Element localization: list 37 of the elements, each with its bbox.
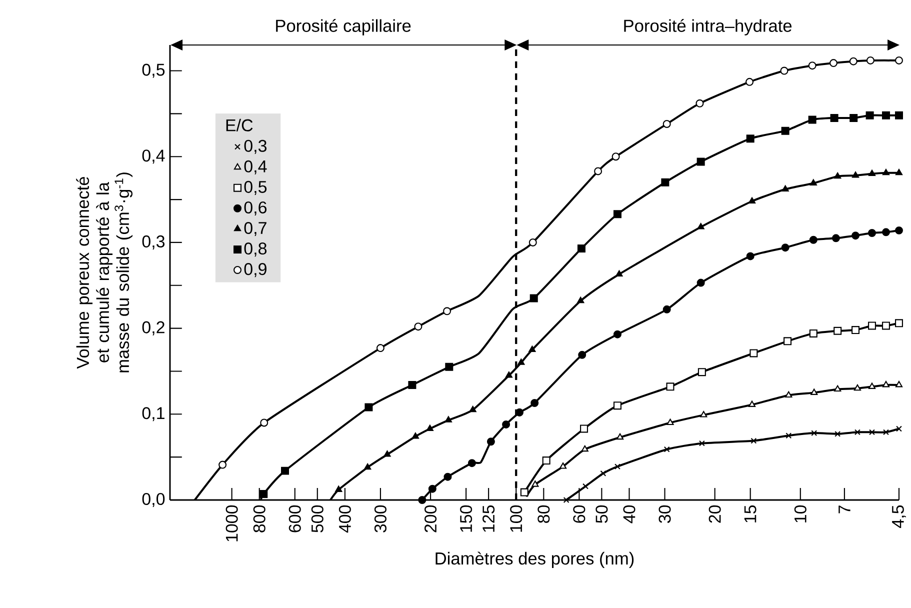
x-tick-label: 40 xyxy=(623,505,636,524)
x-axis-title: Diamètres des pores (nm) xyxy=(436,552,634,568)
x-tick-label: 30 xyxy=(658,505,671,523)
x-tick-label: 60 xyxy=(573,505,586,523)
y-tick-label: 0,3 xyxy=(142,235,165,250)
x-tick-label: 125 xyxy=(482,505,495,532)
x-tick-label: 15 xyxy=(744,505,756,522)
legend-title: E/C xyxy=(226,118,253,132)
legend-label: 0,4 xyxy=(244,160,267,174)
x-tick-label: 200 xyxy=(424,505,437,532)
legend-label: 0,3 xyxy=(244,140,267,154)
x-tick-label: 800 xyxy=(253,505,266,532)
x-tick-label: 4,5 xyxy=(892,505,906,528)
x-tick-label: 100 xyxy=(510,505,522,532)
legend-label: 0,9 xyxy=(244,263,266,278)
legend-label: 0,8 xyxy=(244,242,267,257)
x-tick-label: 20 xyxy=(708,505,721,523)
x-tick-label: 50 xyxy=(596,505,608,523)
y-tick-label: 0,5 xyxy=(142,64,165,78)
legend-label: 0,7 xyxy=(244,222,266,236)
x-tick-label: 300 xyxy=(374,505,386,532)
text: Porosité capillaire xyxy=(276,19,411,36)
legend-label: 0,5 xyxy=(244,180,267,195)
text: Porosité intra–hydrate xyxy=(624,19,792,36)
x-tick-label: 7 xyxy=(838,506,850,514)
x-tick-label: 400 xyxy=(338,505,351,533)
y-tick-label: 0,4 xyxy=(142,150,165,164)
legend-label: 0,6 xyxy=(244,201,267,216)
y-tick-label: 0,1 xyxy=(142,407,164,422)
y-tick-label: 0,2 xyxy=(142,321,164,336)
x-tick-label: 80 xyxy=(538,505,550,523)
x-tick-label: 600 xyxy=(288,505,301,532)
x-tick-label: 150 xyxy=(460,505,472,532)
y-tick-label: 0,0 xyxy=(142,492,165,508)
x-tick-label: 1000 xyxy=(226,505,238,542)
x-tick-label: 500 xyxy=(311,505,324,532)
x-tick-label: 10 xyxy=(794,505,806,522)
